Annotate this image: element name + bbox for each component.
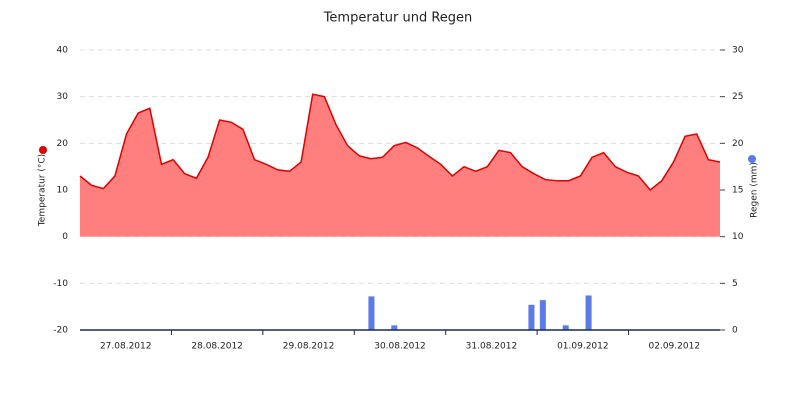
x-tick-label: 27.08.2012 bbox=[100, 342, 152, 352]
y2-tick-label: 25 bbox=[732, 92, 743, 102]
x-tick-label: 31.08.2012 bbox=[466, 342, 518, 352]
y2-tick-label: 20 bbox=[732, 139, 744, 149]
legend-marker bbox=[39, 146, 47, 154]
rain-bar bbox=[368, 296, 375, 330]
y2-tick-label: 5 bbox=[732, 279, 738, 289]
y-tick-label: 0 bbox=[62, 232, 68, 242]
rain-bar bbox=[585, 295, 592, 330]
rain-bar bbox=[562, 325, 569, 330]
y2-axis-label: Regen (mm) bbox=[750, 162, 760, 218]
y-tick-label: 20 bbox=[57, 139, 69, 149]
x-tick-label: 30.08.2012 bbox=[374, 342, 426, 352]
temperature-area bbox=[80, 94, 720, 237]
y-tick-label: -20 bbox=[53, 326, 68, 336]
rain-bar bbox=[391, 325, 398, 330]
y-tick-label: 40 bbox=[57, 46, 69, 56]
y2-tick-label: 30 bbox=[732, 46, 744, 56]
rain-bar bbox=[528, 304, 535, 330]
y2-tick-label: 10 bbox=[732, 232, 744, 242]
y-axis-label: Temperatur (°C) bbox=[38, 154, 48, 227]
chart-title: Temperatur und Regen bbox=[323, 11, 473, 26]
x-tick-label: 29.08.2012 bbox=[283, 342, 335, 352]
y-tick-label: -10 bbox=[53, 279, 68, 289]
y-tick-label: 10 bbox=[57, 186, 69, 196]
y2-tick-label: 15 bbox=[732, 186, 743, 196]
x-tick-label: 01.09.2012 bbox=[557, 342, 609, 352]
x-tick-label: 02.09.2012 bbox=[649, 342, 701, 352]
y-tick-label: 30 bbox=[57, 92, 69, 102]
temperature-line bbox=[79, 93, 721, 192]
y2-tick-label: 0 bbox=[732, 326, 738, 336]
legend-marker bbox=[748, 155, 756, 163]
rain-bar bbox=[539, 300, 546, 330]
x-tick-label: 28.08.2012 bbox=[191, 342, 243, 352]
